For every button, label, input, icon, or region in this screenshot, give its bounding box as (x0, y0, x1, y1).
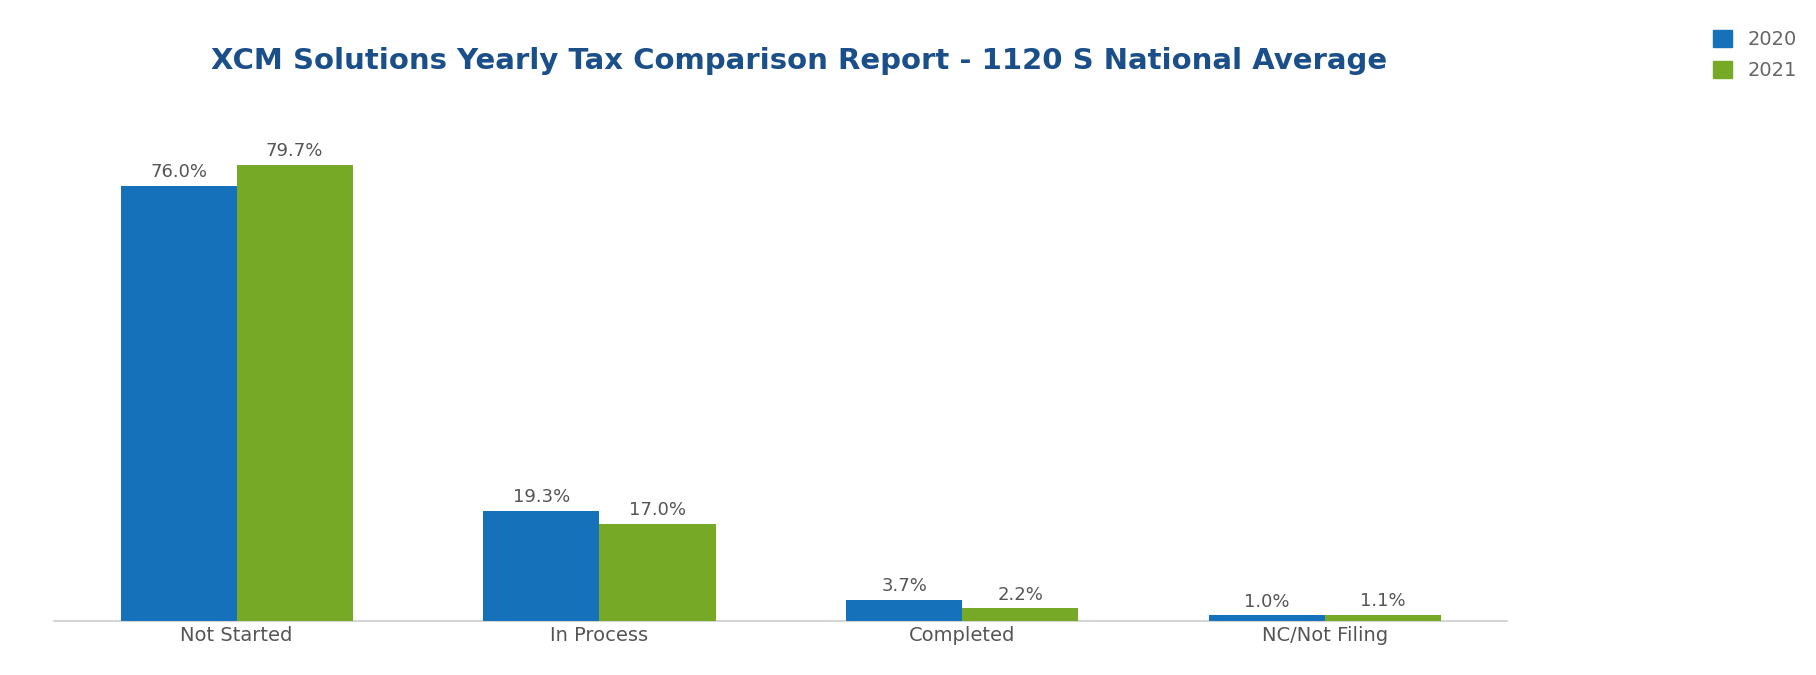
Bar (599, 524, 716, 621)
Bar (846, 600, 962, 621)
Bar (1209, 616, 1326, 621)
Bar (236, 165, 352, 621)
Text: 79.7%: 79.7% (265, 142, 323, 161)
Bar (483, 510, 599, 621)
Text: 76.0%: 76.0% (151, 163, 207, 182)
Text: XCM Solutions Yearly Tax Comparison Report - 1120 S National Average: XCM Solutions Yearly Tax Comparison Repo… (211, 47, 1387, 75)
Text: 2.2%: 2.2% (997, 586, 1042, 604)
Text: 1.1%: 1.1% (1360, 592, 1406, 610)
Text: 19.3%: 19.3% (512, 488, 570, 506)
Bar (120, 186, 236, 621)
Legend: 2020, 2021: 2020, 2021 (1712, 30, 1798, 80)
Text: 17.0%: 17.0% (628, 501, 686, 519)
Bar (1326, 615, 1442, 621)
Text: 1.0%: 1.0% (1244, 593, 1289, 611)
Bar (962, 608, 1079, 621)
Text: 3.7%: 3.7% (881, 577, 928, 595)
